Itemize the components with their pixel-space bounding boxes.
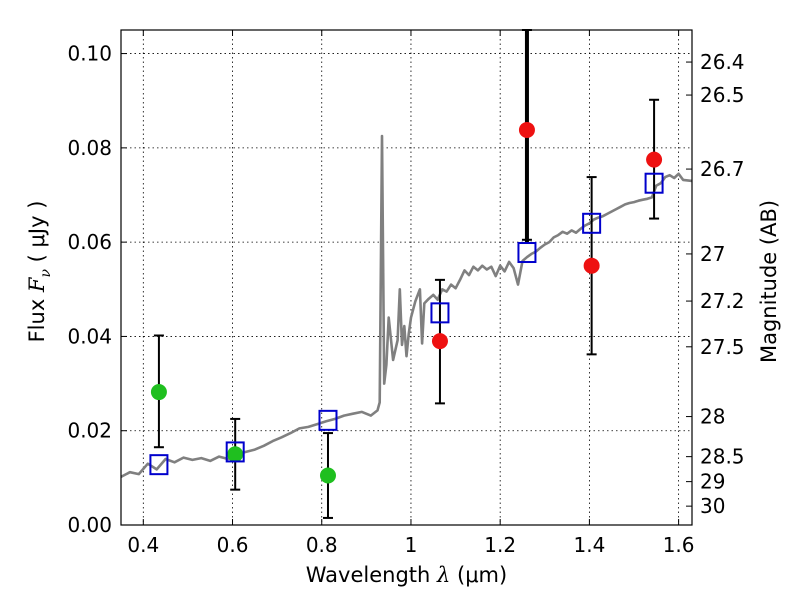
x-tick-label-4: 1.2 (484, 533, 516, 557)
x-axis-label: Wavelength λ (μm) (306, 563, 507, 587)
x-tick-label-0: 0.4 (127, 533, 159, 557)
magnitude-tick-label-1: 26.5 (700, 83, 745, 107)
magnitude-tick-label-2: 26.7 (700, 157, 745, 181)
axis-ticks: 0.4 0.6 0.8 1 1.2 1.4 1.6 0.00 0.02 0.04 0.06 0.08 0… (67, 30, 745, 557)
y-axis-label: Flux Fν ( μJy ) (25, 201, 54, 343)
model-point-5 (582, 212, 602, 234)
error-bars (153, 29, 660, 519)
sed-model-curve (120, 134, 693, 479)
y-tick-label-0: 0.00 (67, 513, 112, 537)
grid (121, 30, 692, 526)
data-point-1-2 (583, 257, 600, 274)
magnitude-axis-label: Magnitude (AB) (757, 200, 781, 363)
data-point-0-0 (150, 384, 167, 401)
y-tick-label-3: 0.06 (67, 230, 112, 254)
model-point-6 (644, 172, 664, 194)
y-tick-label-5: 0.10 (67, 42, 112, 66)
y-tick-label-4: 0.08 (67, 136, 112, 160)
model-point-3 (430, 302, 450, 324)
magnitude-tick-label-6: 28 (700, 405, 725, 429)
magnitude-tick-label-4: 27.2 (700, 289, 745, 313)
data-point-0-1 (227, 446, 244, 463)
magnitude-tick-label-9: 30 (700, 494, 725, 518)
x-tick-label-3: 1 (405, 533, 418, 557)
data-point-1-0 (431, 333, 448, 350)
magnitude-tick-label-3: 27 (700, 242, 725, 266)
y-tick-label-1: 0.02 (67, 419, 112, 443)
x-tick-label-5: 1.4 (573, 533, 605, 557)
magnitude-tick-label-0: 26.4 (700, 50, 745, 74)
magnitude-tick-label-5: 27.5 (700, 335, 745, 359)
model-point-2 (318, 409, 338, 431)
model-point-4 (517, 242, 537, 264)
data-point-1-1 (518, 121, 535, 138)
magnitude-tick-label-7: 28.5 (700, 445, 745, 469)
x-tick-label-2: 0.8 (306, 533, 338, 557)
data-point-1-3 (646, 151, 663, 168)
model-point-0 (149, 454, 169, 476)
sed-model-curve-group (120, 134, 693, 479)
x-tick-label-1: 0.6 (217, 533, 249, 557)
magnitude-tick-label-8: 29 (700, 470, 725, 494)
y-tick-label-2: 0.04 (67, 324, 112, 348)
x-tick-label-6: 1.6 (663, 533, 695, 557)
data-point-0-2 (319, 467, 336, 484)
data-markers (149, 121, 664, 484)
plot-frame (120, 29, 693, 526)
model-point-1 (225, 441, 245, 463)
